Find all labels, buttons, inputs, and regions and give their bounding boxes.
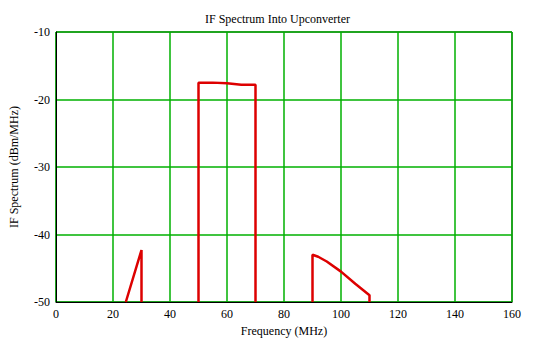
- svg-text:80: 80: [278, 307, 290, 321]
- svg-text:120: 120: [389, 307, 407, 321]
- svg-text:-50: -50: [34, 295, 50, 309]
- svg-text:-30: -30: [34, 160, 50, 174]
- svg-text:0: 0: [53, 307, 59, 321]
- svg-text:-40: -40: [34, 228, 50, 242]
- svg-text:140: 140: [446, 307, 464, 321]
- svg-text:160: 160: [503, 307, 521, 321]
- svg-text:-10: -10: [34, 25, 50, 39]
- svg-text:60: 60: [221, 307, 233, 321]
- svg-text:40: 40: [164, 307, 176, 321]
- svg-text:IF Spectrum (dBm/MHz): IF Spectrum (dBm/MHz): [7, 106, 21, 228]
- svg-text:Frequency (MHz): Frequency (MHz): [241, 324, 327, 338]
- svg-text:IF Spectrum Into Upconverter: IF Spectrum Into Upconverter: [205, 12, 350, 26]
- svg-text:20: 20: [107, 307, 119, 321]
- svg-text:-20: -20: [34, 93, 50, 107]
- svg-text:100: 100: [332, 307, 350, 321]
